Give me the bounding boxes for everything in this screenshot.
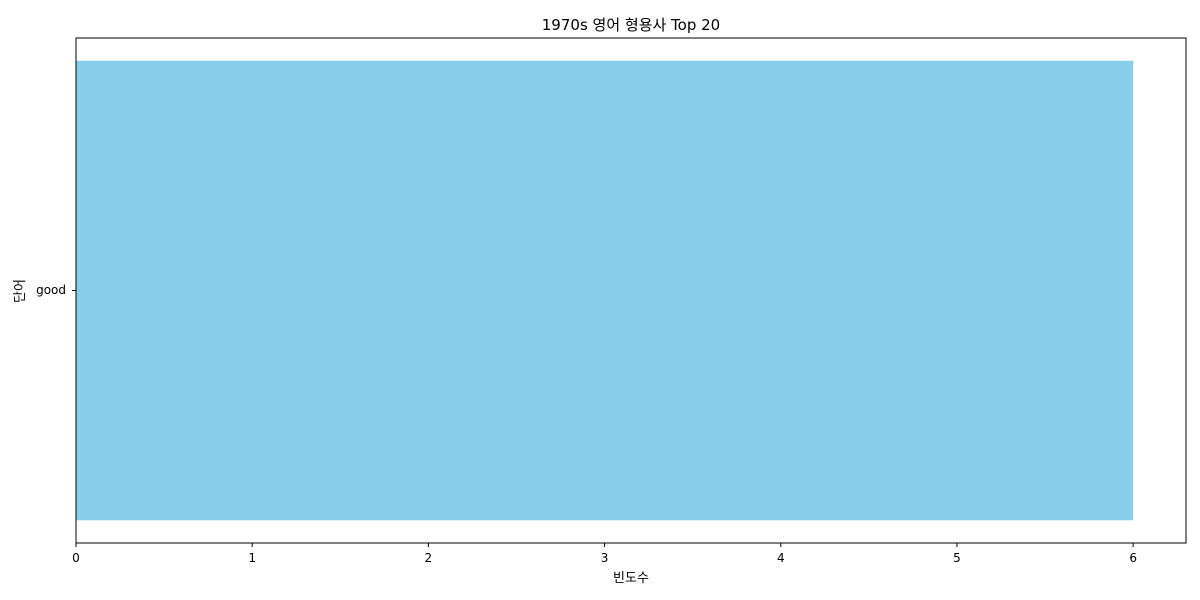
bar-good [76, 60, 1134, 521]
y-axis-ticks: good [36, 283, 76, 297]
x-tick-label: 6 [1129, 551, 1137, 565]
y-axis-label: 단어 [13, 279, 28, 303]
x-axis-label: 빈도수 [613, 571, 649, 586]
bars-group [76, 60, 1134, 521]
x-tick-label: 4 [777, 551, 785, 565]
x-tick-label: 1 [248, 551, 256, 565]
x-axis-ticks: 0 1 2 3 4 5 6 [72, 543, 1137, 565]
x-tick-label: 3 [601, 551, 609, 565]
y-tick-label: good [36, 283, 66, 297]
x-tick-label: 0 [72, 551, 80, 565]
chart-title: 1970s 영어 형용사 Top 20 [542, 16, 720, 34]
x-tick-label: 5 [953, 551, 961, 565]
x-tick-label: 2 [425, 551, 433, 565]
